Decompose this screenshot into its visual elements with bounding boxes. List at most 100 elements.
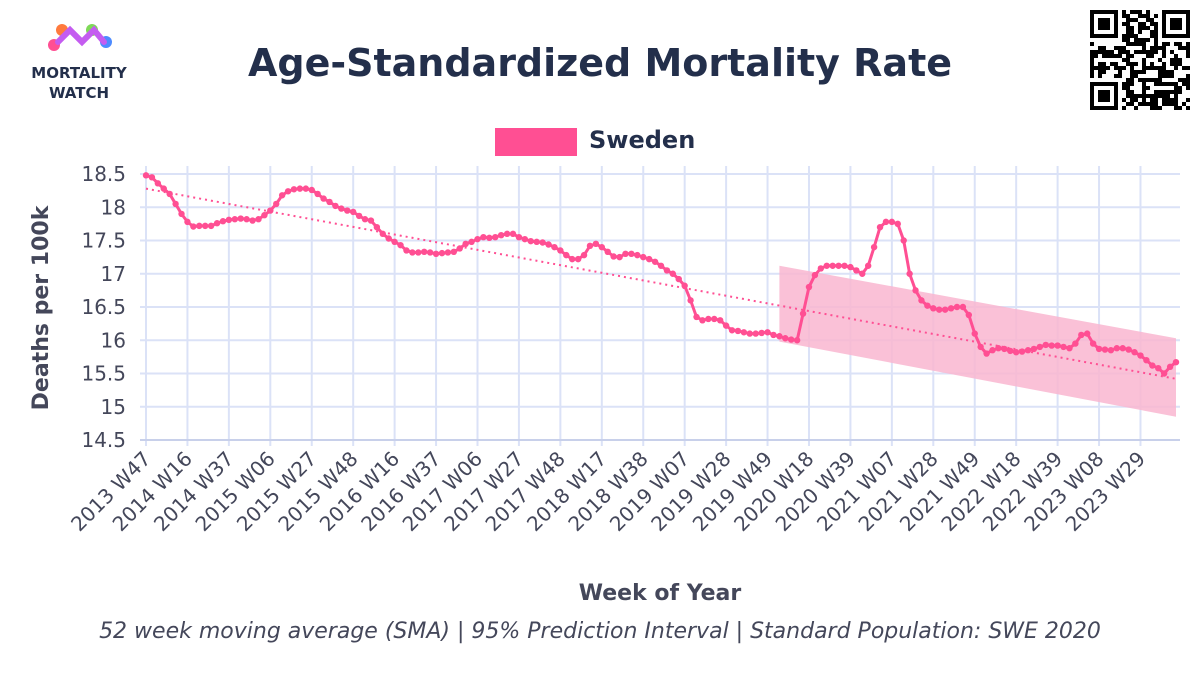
qr-cell bbox=[1098, 62, 1102, 66]
qr-cell bbox=[1134, 42, 1138, 46]
qr-cell bbox=[1138, 10, 1142, 14]
data-point bbox=[503, 230, 511, 238]
logo-text: MORTALITY bbox=[31, 64, 128, 82]
qr-cell bbox=[1162, 82, 1166, 86]
qr-cell bbox=[1126, 78, 1130, 82]
qr-cell bbox=[1122, 66, 1126, 70]
data-point bbox=[628, 250, 635, 257]
qr-cell bbox=[1170, 82, 1174, 86]
data-point bbox=[1119, 345, 1126, 352]
qr-cell bbox=[1134, 50, 1138, 54]
qr-cell bbox=[1130, 18, 1134, 22]
qr-cell bbox=[1146, 10, 1150, 14]
data-point bbox=[178, 210, 185, 218]
qr-cell bbox=[1186, 74, 1190, 78]
qr-cell bbox=[1134, 106, 1138, 110]
qr-cell bbox=[1138, 14, 1142, 18]
data-point bbox=[243, 216, 250, 223]
logo: MORTALITY WATCH bbox=[31, 24, 128, 102]
data-point bbox=[201, 222, 209, 230]
qr-cell bbox=[1134, 38, 1138, 42]
qr-cell bbox=[1090, 50, 1094, 54]
qr-cell bbox=[1102, 50, 1106, 54]
data-point bbox=[805, 283, 813, 291]
data-point bbox=[817, 265, 825, 272]
qr-cell bbox=[1130, 42, 1134, 46]
data-point bbox=[1030, 345, 1038, 353]
qr-cell bbox=[1122, 34, 1126, 38]
qr-cell bbox=[1126, 54, 1130, 58]
qr-cell bbox=[1154, 46, 1158, 50]
qr-cell bbox=[1154, 22, 1158, 26]
data-point bbox=[249, 217, 256, 224]
data-point bbox=[734, 327, 742, 335]
qr-cell bbox=[1154, 42, 1158, 46]
qr-cell bbox=[1186, 46, 1190, 50]
data-point bbox=[1066, 345, 1073, 352]
data-point bbox=[1131, 349, 1138, 356]
qr-cell bbox=[1142, 90, 1146, 94]
data-point bbox=[995, 345, 1002, 352]
qr-cell bbox=[1142, 62, 1146, 66]
qr-cell bbox=[1150, 22, 1154, 26]
data-point bbox=[882, 218, 890, 226]
data-point bbox=[616, 253, 623, 261]
qr-cell bbox=[1146, 78, 1150, 82]
qr-cell bbox=[1158, 66, 1162, 70]
qr-cell bbox=[1154, 66, 1158, 70]
qr-cell bbox=[1122, 98, 1126, 102]
data-point bbox=[586, 242, 594, 250]
data-point bbox=[1048, 342, 1055, 349]
qr-cell bbox=[1150, 78, 1154, 82]
qr-cell bbox=[1142, 38, 1146, 42]
data-point bbox=[941, 306, 949, 313]
qr-cell bbox=[1122, 38, 1126, 42]
data-point bbox=[314, 190, 321, 198]
data-point bbox=[539, 239, 546, 246]
data-point bbox=[965, 311, 973, 319]
data-point bbox=[545, 241, 552, 248]
qr-cell bbox=[1142, 78, 1146, 82]
data-point bbox=[936, 306, 943, 313]
qr-cell bbox=[1162, 70, 1166, 74]
data-point bbox=[367, 217, 375, 224]
data-point bbox=[379, 230, 386, 238]
qr-cell bbox=[1186, 86, 1190, 90]
data-point bbox=[1084, 330, 1091, 337]
data-point bbox=[1101, 346, 1109, 353]
data-point bbox=[853, 267, 860, 274]
data-point bbox=[711, 315, 718, 323]
data-point bbox=[1054, 342, 1061, 349]
qr-cell bbox=[1102, 62, 1106, 66]
data-point bbox=[1113, 345, 1121, 352]
data-point bbox=[486, 234, 493, 242]
qr-cell bbox=[1130, 26, 1134, 30]
qr-cell bbox=[1162, 98, 1166, 102]
data-point bbox=[705, 315, 712, 323]
qr-cell bbox=[1126, 34, 1130, 38]
qr-cell bbox=[1106, 54, 1110, 58]
data-point bbox=[864, 262, 872, 269]
qr-cell bbox=[1158, 78, 1162, 82]
data-point bbox=[640, 253, 647, 261]
data-point bbox=[823, 262, 830, 269]
qr-cell bbox=[1178, 46, 1182, 50]
data-point bbox=[308, 186, 315, 194]
qr-cell bbox=[1126, 50, 1130, 54]
trend-line bbox=[145, 187, 1177, 380]
qr-cell bbox=[1158, 82, 1162, 86]
data-point bbox=[296, 185, 304, 192]
qr-cell bbox=[1098, 50, 1102, 54]
qr-cell bbox=[1146, 18, 1150, 22]
qr-cell bbox=[1094, 50, 1098, 54]
data-point bbox=[1007, 347, 1014, 355]
qr-cell bbox=[1114, 54, 1118, 58]
qr-cell bbox=[1130, 66, 1134, 70]
footnote: 52 week moving average (SMA) | 95% Predi… bbox=[99, 619, 1101, 644]
data-point bbox=[876, 224, 884, 231]
data-point bbox=[574, 255, 582, 263]
qr-cell bbox=[1090, 62, 1094, 66]
data-point bbox=[1042, 341, 1049, 349]
qr-cell bbox=[1162, 54, 1166, 58]
data-point bbox=[752, 330, 759, 337]
